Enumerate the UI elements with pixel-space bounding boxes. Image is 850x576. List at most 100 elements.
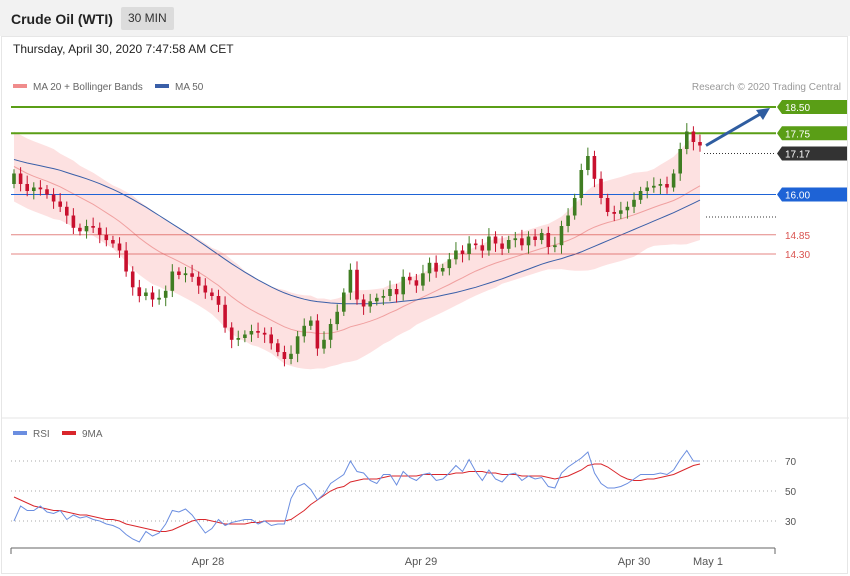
price-level-label: 14.30 (785, 250, 810, 261)
interval-button[interactable]: 30 MIN (121, 7, 174, 30)
candle-body (480, 245, 485, 251)
candle (58, 193, 62, 212)
bollinger-legend-swatch (13, 84, 27, 88)
candle-body (78, 227, 82, 232)
candle (500, 236, 504, 256)
candle-body (394, 289, 399, 295)
candle (170, 264, 175, 298)
candle (210, 288, 214, 301)
candle (632, 192, 636, 214)
candle-body (599, 178, 603, 198)
candle-body (249, 331, 254, 335)
candle (698, 134, 702, 152)
candle (216, 289, 221, 313)
candle-body (322, 339, 326, 349)
rsi-ma-legend-label: 9MA (82, 429, 103, 440)
candle (368, 293, 372, 313)
price-level-14.30: 14.30 (11, 250, 810, 261)
candle (454, 242, 458, 265)
candle-body (652, 185, 656, 188)
candle-body (421, 273, 425, 286)
candle (526, 231, 531, 254)
candle (65, 201, 69, 224)
candle-body (434, 262, 438, 272)
candle-body (665, 184, 669, 188)
candle-body (678, 149, 682, 174)
price-level-16.00: 16.00 (11, 187, 847, 202)
rsi-legend-label: RSI (33, 429, 50, 440)
candle-body (71, 215, 76, 228)
candle-body (487, 236, 491, 251)
candle (342, 288, 346, 316)
candle (685, 123, 689, 155)
candle-body (685, 131, 689, 149)
candle-body (546, 233, 551, 247)
candle (513, 231, 518, 248)
candle-body (539, 233, 544, 240)
candle-body (97, 227, 102, 235)
candle (97, 222, 102, 244)
price-level-tag (777, 146, 847, 161)
price-level-tag (777, 187, 847, 202)
candle-body (513, 238, 518, 241)
candle-body (236, 338, 241, 340)
candle-body (566, 215, 570, 226)
candle-body (276, 343, 280, 353)
price-level-tag (777, 126, 847, 141)
candle-body (533, 236, 537, 240)
candle-body (638, 191, 643, 200)
candle (91, 217, 95, 233)
candle (322, 331, 326, 354)
candle (111, 235, 115, 248)
candle-body (572, 198, 577, 216)
candle-body (375, 297, 379, 302)
candle (619, 201, 623, 219)
price-level-18.50: 18.50 (11, 100, 847, 114)
candle-body (691, 131, 696, 142)
candle (375, 293, 379, 306)
candle (196, 271, 201, 294)
candle-body (506, 240, 511, 249)
candle (572, 193, 577, 220)
candle-body (84, 226, 89, 232)
candle-body (335, 311, 339, 325)
time-axis-labels: Apr 28 Apr 29 Apr 30 May 1 (192, 556, 723, 568)
candle (421, 264, 425, 291)
candle-body (18, 173, 23, 184)
candle-body (460, 250, 465, 254)
candle (652, 177, 656, 193)
price-level-label: 16.00 (785, 191, 810, 202)
candle-body (183, 273, 188, 276)
candlestick-layer (12, 123, 702, 367)
candle (533, 229, 537, 247)
candle-body (355, 269, 359, 300)
candle (157, 289, 161, 305)
candle (104, 227, 109, 247)
candle (289, 345, 293, 365)
candle-body (612, 212, 616, 214)
candle (243, 330, 247, 343)
candle-body (619, 210, 623, 214)
price-level-17.17: 17.17 (704, 146, 847, 161)
bollinger-band (14, 131, 700, 370)
candle-body (38, 187, 43, 190)
candle (460, 245, 465, 263)
candle (473, 239, 478, 250)
candle (117, 237, 122, 258)
candle (335, 304, 339, 331)
candle-body (625, 206, 630, 211)
rsi-tick-label: 30 (785, 517, 797, 528)
candle (678, 142, 682, 181)
candle (18, 167, 23, 192)
candle-body (328, 324, 333, 340)
candle-body (111, 240, 115, 244)
instrument-title: Crude Oil (WTI) (11, 11, 113, 27)
candle (309, 316, 313, 330)
candle-body (144, 292, 148, 296)
ma50-legend-label: MA 50 (175, 82, 204, 93)
candle (328, 318, 333, 349)
candle-body (302, 325, 306, 337)
candle-body (243, 334, 247, 338)
candle (539, 228, 544, 245)
candle (408, 272, 412, 285)
